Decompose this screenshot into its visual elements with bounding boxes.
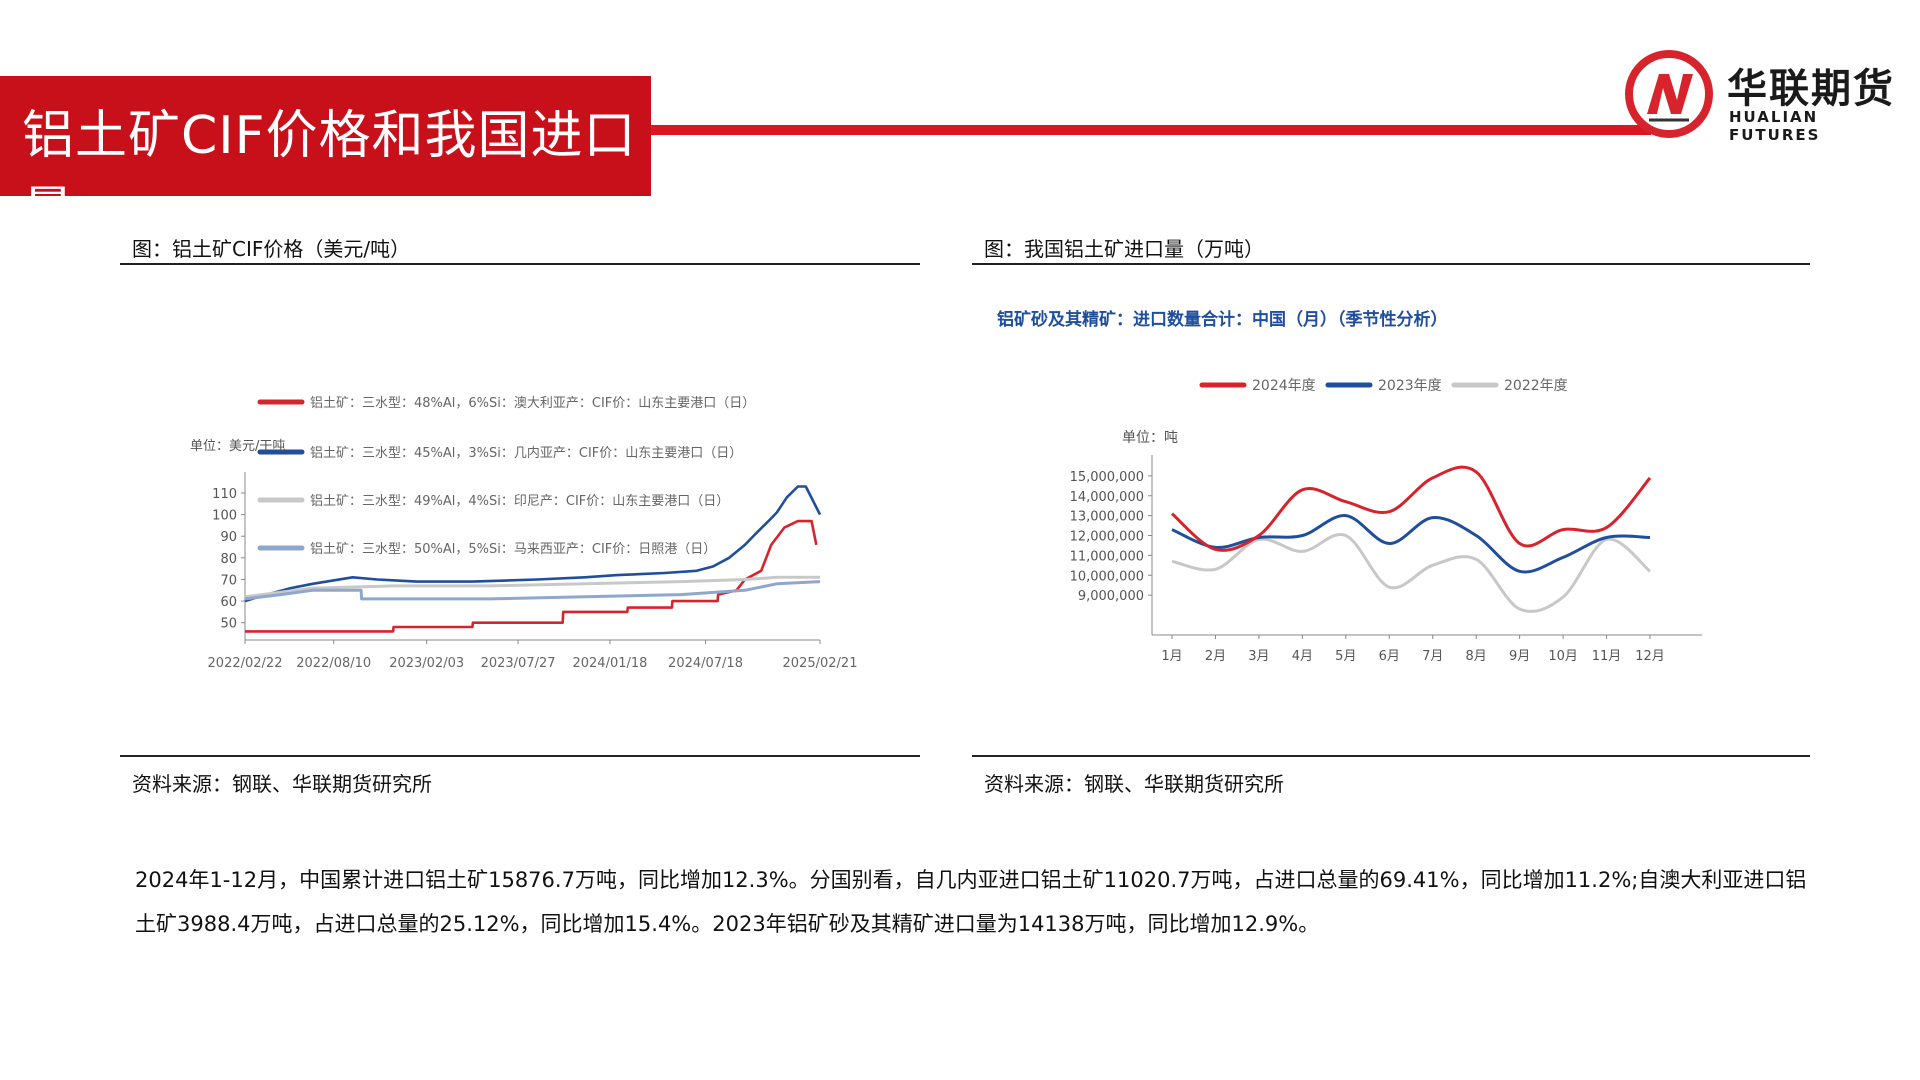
x-tick-label: 2025/02/21 xyxy=(783,656,858,671)
x-tick-label: 3月 xyxy=(1248,649,1269,664)
x-tick-label: 4月 xyxy=(1292,649,1313,664)
legend-label-2: 2023年度 xyxy=(1378,378,1442,394)
series-line-2 xyxy=(244,485,822,603)
left-top-rule xyxy=(120,263,920,265)
legend-label-4: 铝土矿：三水型：50%Al，5%Si：马来西亚产：CIF价：日照港（日） xyxy=(310,542,716,557)
x-tick-label: 7月 xyxy=(1422,649,1443,664)
left-chart-panel: 图：铝土矿CIF价格（美元/吨） 50 60 70 80 90 100 110 2022/02… xyxy=(120,225,920,796)
right-top-rule xyxy=(972,263,1810,265)
y-tick-label: 110 xyxy=(212,487,237,502)
x-tick-label: 9月 xyxy=(1509,649,1530,664)
price-chart: 50 60 70 80 90 100 110 2022/02/22 2022/08/10 2023… xyxy=(190,395,858,671)
y-tick-label: 13,000,000 xyxy=(1070,510,1144,525)
series-line-1 xyxy=(245,519,818,633)
summary-paragraph: 2024年1-12月，中国累计进口铝土矿15876.7万吨，同比增加12.3%。… xyxy=(135,868,1807,936)
x-tick-label: 2023/02/03 xyxy=(389,656,464,671)
legend-label-3: 2022年度 xyxy=(1504,378,1568,394)
series-line-1 xyxy=(1171,465,1652,552)
left-chart-caption: 图：铝土矿CIF价格（美元/吨） xyxy=(132,237,411,261)
import-chart: 铝矿砂及其精矿：进口数量合计：中国（月）（季节性分析） 2024年度 2023年度 2… xyxy=(997,309,1702,664)
x-tick-label: 2022/02/22 xyxy=(208,656,283,671)
page-title: 铝土矿CIF价格和我国进口量 xyxy=(22,106,637,242)
y-tick-label: 100 xyxy=(212,509,237,524)
y-tick-label: 90 xyxy=(220,530,237,545)
y-tick-label: 15,000,000 xyxy=(1070,470,1144,485)
x-tick-label: 2024/01/18 xyxy=(572,656,647,671)
legend-label-1: 2024年度 xyxy=(1252,378,1316,394)
logo-text-en: HUALIAN FUTURES xyxy=(1729,108,1821,144)
x-tick-label: 8月 xyxy=(1466,649,1487,664)
left-bottom-rule xyxy=(120,755,920,757)
y-tick-label: 10,000,000 xyxy=(1070,569,1144,584)
title-banner: 铝土矿CIF价格和我国进口量 xyxy=(0,76,651,242)
x-tick-label: 2024/07/18 xyxy=(668,656,743,671)
series-line-4 xyxy=(244,580,821,601)
logo-mark-icon xyxy=(1625,50,1713,138)
x-tick-label: 10月 xyxy=(1548,649,1578,664)
y-tick-label: 9,000,000 xyxy=(1078,589,1144,604)
legend-label-2: 铝土矿：三水型：45%Al，3%Si：几内亚产：CIF价：山东主要港口（日） xyxy=(310,445,742,461)
x-tick-label: 12月 xyxy=(1635,649,1665,664)
chart-title: 铝矿砂及其精矿：进口数量合计：中国（月）（季节性分析） xyxy=(997,309,1448,330)
right-chart-caption: 图：我国铝土矿进口量（万吨） xyxy=(984,237,1264,261)
series-line-3 xyxy=(1171,532,1651,613)
unit-label: 单位：美元/干吨 xyxy=(190,439,285,454)
x-tick-label: 1月 xyxy=(1161,649,1182,664)
x-tick-label: 2月 xyxy=(1205,649,1226,664)
company-logo: 华联期货 HUALIAN FUTURES xyxy=(1625,50,1905,144)
legend-label-3: 铝土矿：三水型：49%Al，4%Si：印尼产：CIF价：山东主要港口（日） xyxy=(310,494,729,509)
y-tick-label: 80 xyxy=(220,552,237,567)
y-tick-label: 12,000,000 xyxy=(1070,530,1144,545)
legend-label-1: 铝土矿：三水型：48%Al，6%Si：澳大利亚产：CIF价：山东主要港口（日） xyxy=(310,395,755,411)
right-bottom-rule xyxy=(972,755,1810,757)
y-tick-label: 14,000,000 xyxy=(1070,490,1144,505)
x-tick-label: 2022/08/10 xyxy=(296,656,371,671)
y-tick-label: 70 xyxy=(220,573,237,588)
y-tick-label: 50 xyxy=(220,617,237,632)
series-line-3 xyxy=(244,575,820,599)
y-tick-label: 11,000,000 xyxy=(1070,549,1144,564)
right-chart-source: 资料来源：钢联、华联期货研究所 xyxy=(984,772,1284,796)
x-tick-label: 11月 xyxy=(1592,649,1622,664)
y-tick-label: 60 xyxy=(220,595,237,610)
right-chart-panel: 图：我国铝土矿进口量（万吨） 铝矿砂及其精矿：进口数量合计：中国（月）（季节性分… xyxy=(972,225,1810,796)
x-tick-label: 6月 xyxy=(1379,649,1400,664)
x-tick-label: 5月 xyxy=(1335,649,1356,664)
x-tick-label: 2023/07/27 xyxy=(481,656,556,671)
title-underline xyxy=(651,125,1651,135)
left-chart-source: 资料来源：钢联、华联期货研究所 xyxy=(132,772,432,796)
unit-label: 单位：吨 xyxy=(1122,430,1178,446)
logo-text-cn: 华联期货 xyxy=(1727,66,1895,112)
